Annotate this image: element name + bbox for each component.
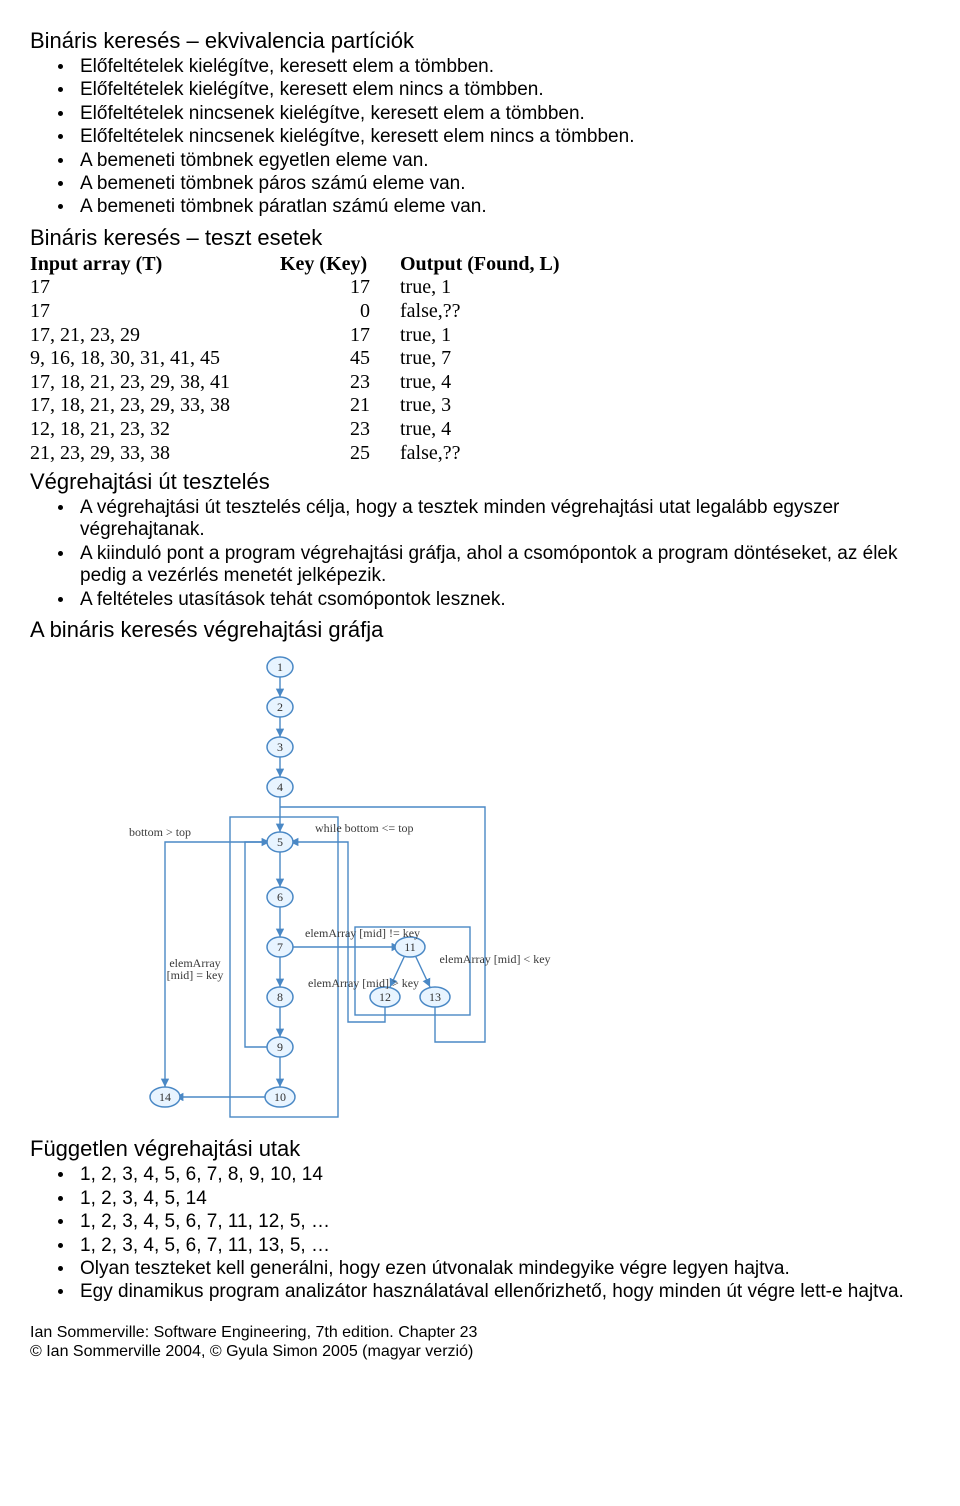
section-title-equivalence: Bináris keresés – ekvivalencia partíciók (30, 28, 930, 54)
svg-text:4: 4 (277, 780, 283, 794)
svg-text:3: 3 (277, 740, 283, 754)
list-item: A bemeneti tömbnek páros számú eleme van… (52, 173, 930, 195)
footer: Ian Sommerville: Software Engineering, 7… (30, 1324, 930, 1362)
table-row: 17, 21, 23, 2917true, 1 (30, 324, 600, 348)
list-item: 1, 2, 3, 4, 5, 6, 7, 8, 9, 10, 14 (52, 1164, 930, 1186)
list-item: Előfeltételek kielégítve, keresett elem … (52, 56, 930, 78)
node-6: 6 (267, 887, 293, 907)
node-12: 12 (370, 987, 400, 1007)
node-3: 3 (267, 737, 293, 757)
list-item: Egy dinamikus program analizátor használ… (52, 1281, 930, 1303)
col-header-key: Key (Key) (280, 253, 400, 277)
col-header-input: Input array (T) (30, 253, 280, 277)
node-5: 5 (267, 832, 293, 852)
svg-text:5: 5 (277, 835, 283, 849)
section-title-testcases: Bináris keresés – teszt esetek (30, 225, 930, 251)
node-2: 2 (267, 697, 293, 717)
independent-paths-list: 1, 2, 3, 4, 5, 6, 7, 8, 9, 10, 14 1, 2, … (30, 1164, 930, 1303)
test-table: Input array (T) Key (Key) Output (Found,… (30, 253, 600, 465)
table-header-row: Input array (T) Key (Key) Output (Found,… (30, 253, 600, 277)
list-item: Előfeltételek kielégítve, keresett elem … (52, 79, 930, 101)
table-row: 17, 18, 21, 23, 29, 38, 4123true, 4 (30, 371, 600, 395)
node-10: 10 (265, 1087, 295, 1107)
list-item: Előfeltételek nincsenek kielégítve, kere… (52, 126, 930, 148)
col-header-output: Output (Found, L) (400, 253, 600, 277)
label-bottom-top: bottom > top (129, 825, 191, 839)
list-item: 1, 2, 3, 4, 5, 6, 7, 11, 12, 5, … (52, 1211, 930, 1233)
svg-text:11: 11 (404, 940, 416, 954)
svg-text:12: 12 (379, 990, 391, 1004)
svg-text:2: 2 (277, 700, 283, 714)
svg-text:7: 7 (277, 940, 283, 954)
node-1: 1 (267, 657, 293, 677)
node-8: 8 (267, 987, 293, 1007)
list-item: 1, 2, 3, 4, 5, 6, 7, 11, 13, 5, … (52, 1235, 930, 1257)
table-row: 17, 18, 21, 23, 29, 33, 3821true, 3 (30, 394, 600, 418)
list-item: A bemeneti tömbnek egyetlen eleme van. (52, 150, 930, 172)
svg-text:13: 13 (429, 990, 441, 1004)
list-item: A feltételes utasítások tehát csomóponto… (52, 589, 930, 611)
label-eqkey: elemArray[mid] = key (167, 956, 224, 982)
section-title-graph: A bináris keresés végrehajtási gráfja (30, 617, 930, 643)
table-row: 1717true, 1 (30, 276, 600, 300)
list-item: Olyan teszteket kell generálni, hogy eze… (52, 1258, 930, 1280)
svg-text:14: 14 (159, 1090, 171, 1104)
node-9: 9 (267, 1037, 293, 1057)
node-7: 7 (267, 937, 293, 957)
table-row: 9, 16, 18, 30, 31, 41, 4545true, 7 (30, 347, 600, 371)
node-14: 14 (150, 1087, 180, 1107)
list-item: Előfeltételek nincsenek kielégítve, kere… (52, 103, 930, 125)
flowchart-diagram: 1 2 3 4 5 6 7 8 9 10 11 12 13 14 bottom … (90, 647, 930, 1128)
node-13: 13 (420, 987, 450, 1007)
table-row: 170false,?? (30, 300, 600, 324)
node-11: 11 (395, 937, 425, 957)
svg-text:1: 1 (277, 660, 283, 674)
label-gtkey: elemArray [mid] > key (308, 976, 419, 990)
footer-line1: Ian Sommerville: Software Engineering, 7… (30, 1324, 930, 1343)
list-item: A kiinduló pont a program végrehajtási g… (52, 543, 930, 588)
table-row: 21, 23, 29, 33, 3825false,?? (30, 442, 600, 466)
section-title-independent: Független végrehajtási utak (30, 1136, 930, 1162)
svg-text:8: 8 (277, 990, 283, 1004)
svg-text:10: 10 (274, 1090, 286, 1104)
label-while: while bottom <= top (315, 821, 414, 835)
table-row: 12, 18, 21, 23, 3223true, 4 (30, 418, 600, 442)
list-item: 1, 2, 3, 4, 5, 14 (52, 1188, 930, 1210)
footer-line2: © Ian Sommerville 2004, © Gyula Simon 20… (30, 1343, 930, 1362)
section-title-pathtest: Végrehajtási út tesztelés (30, 469, 930, 495)
equivalence-list: Előfeltételek kielégítve, keresett elem … (30, 56, 930, 219)
node-4: 4 (267, 777, 293, 797)
svg-text:6: 6 (277, 890, 283, 904)
label-neqkey: elemArray [mid] != key (305, 926, 420, 940)
flowchart-svg: 1 2 3 4 5 6 7 8 9 10 11 12 13 14 bottom … (90, 647, 570, 1122)
list-item: A végrehajtási út tesztelés célja, hogy … (52, 497, 930, 542)
list-item: A bemeneti tömbnek páratlan számú eleme … (52, 196, 930, 218)
label-ltkey: elemArray [mid] < key (439, 952, 550, 966)
pathtest-list: A végrehajtási út tesztelés célja, hogy … (30, 497, 930, 611)
svg-text:9: 9 (277, 1040, 283, 1054)
